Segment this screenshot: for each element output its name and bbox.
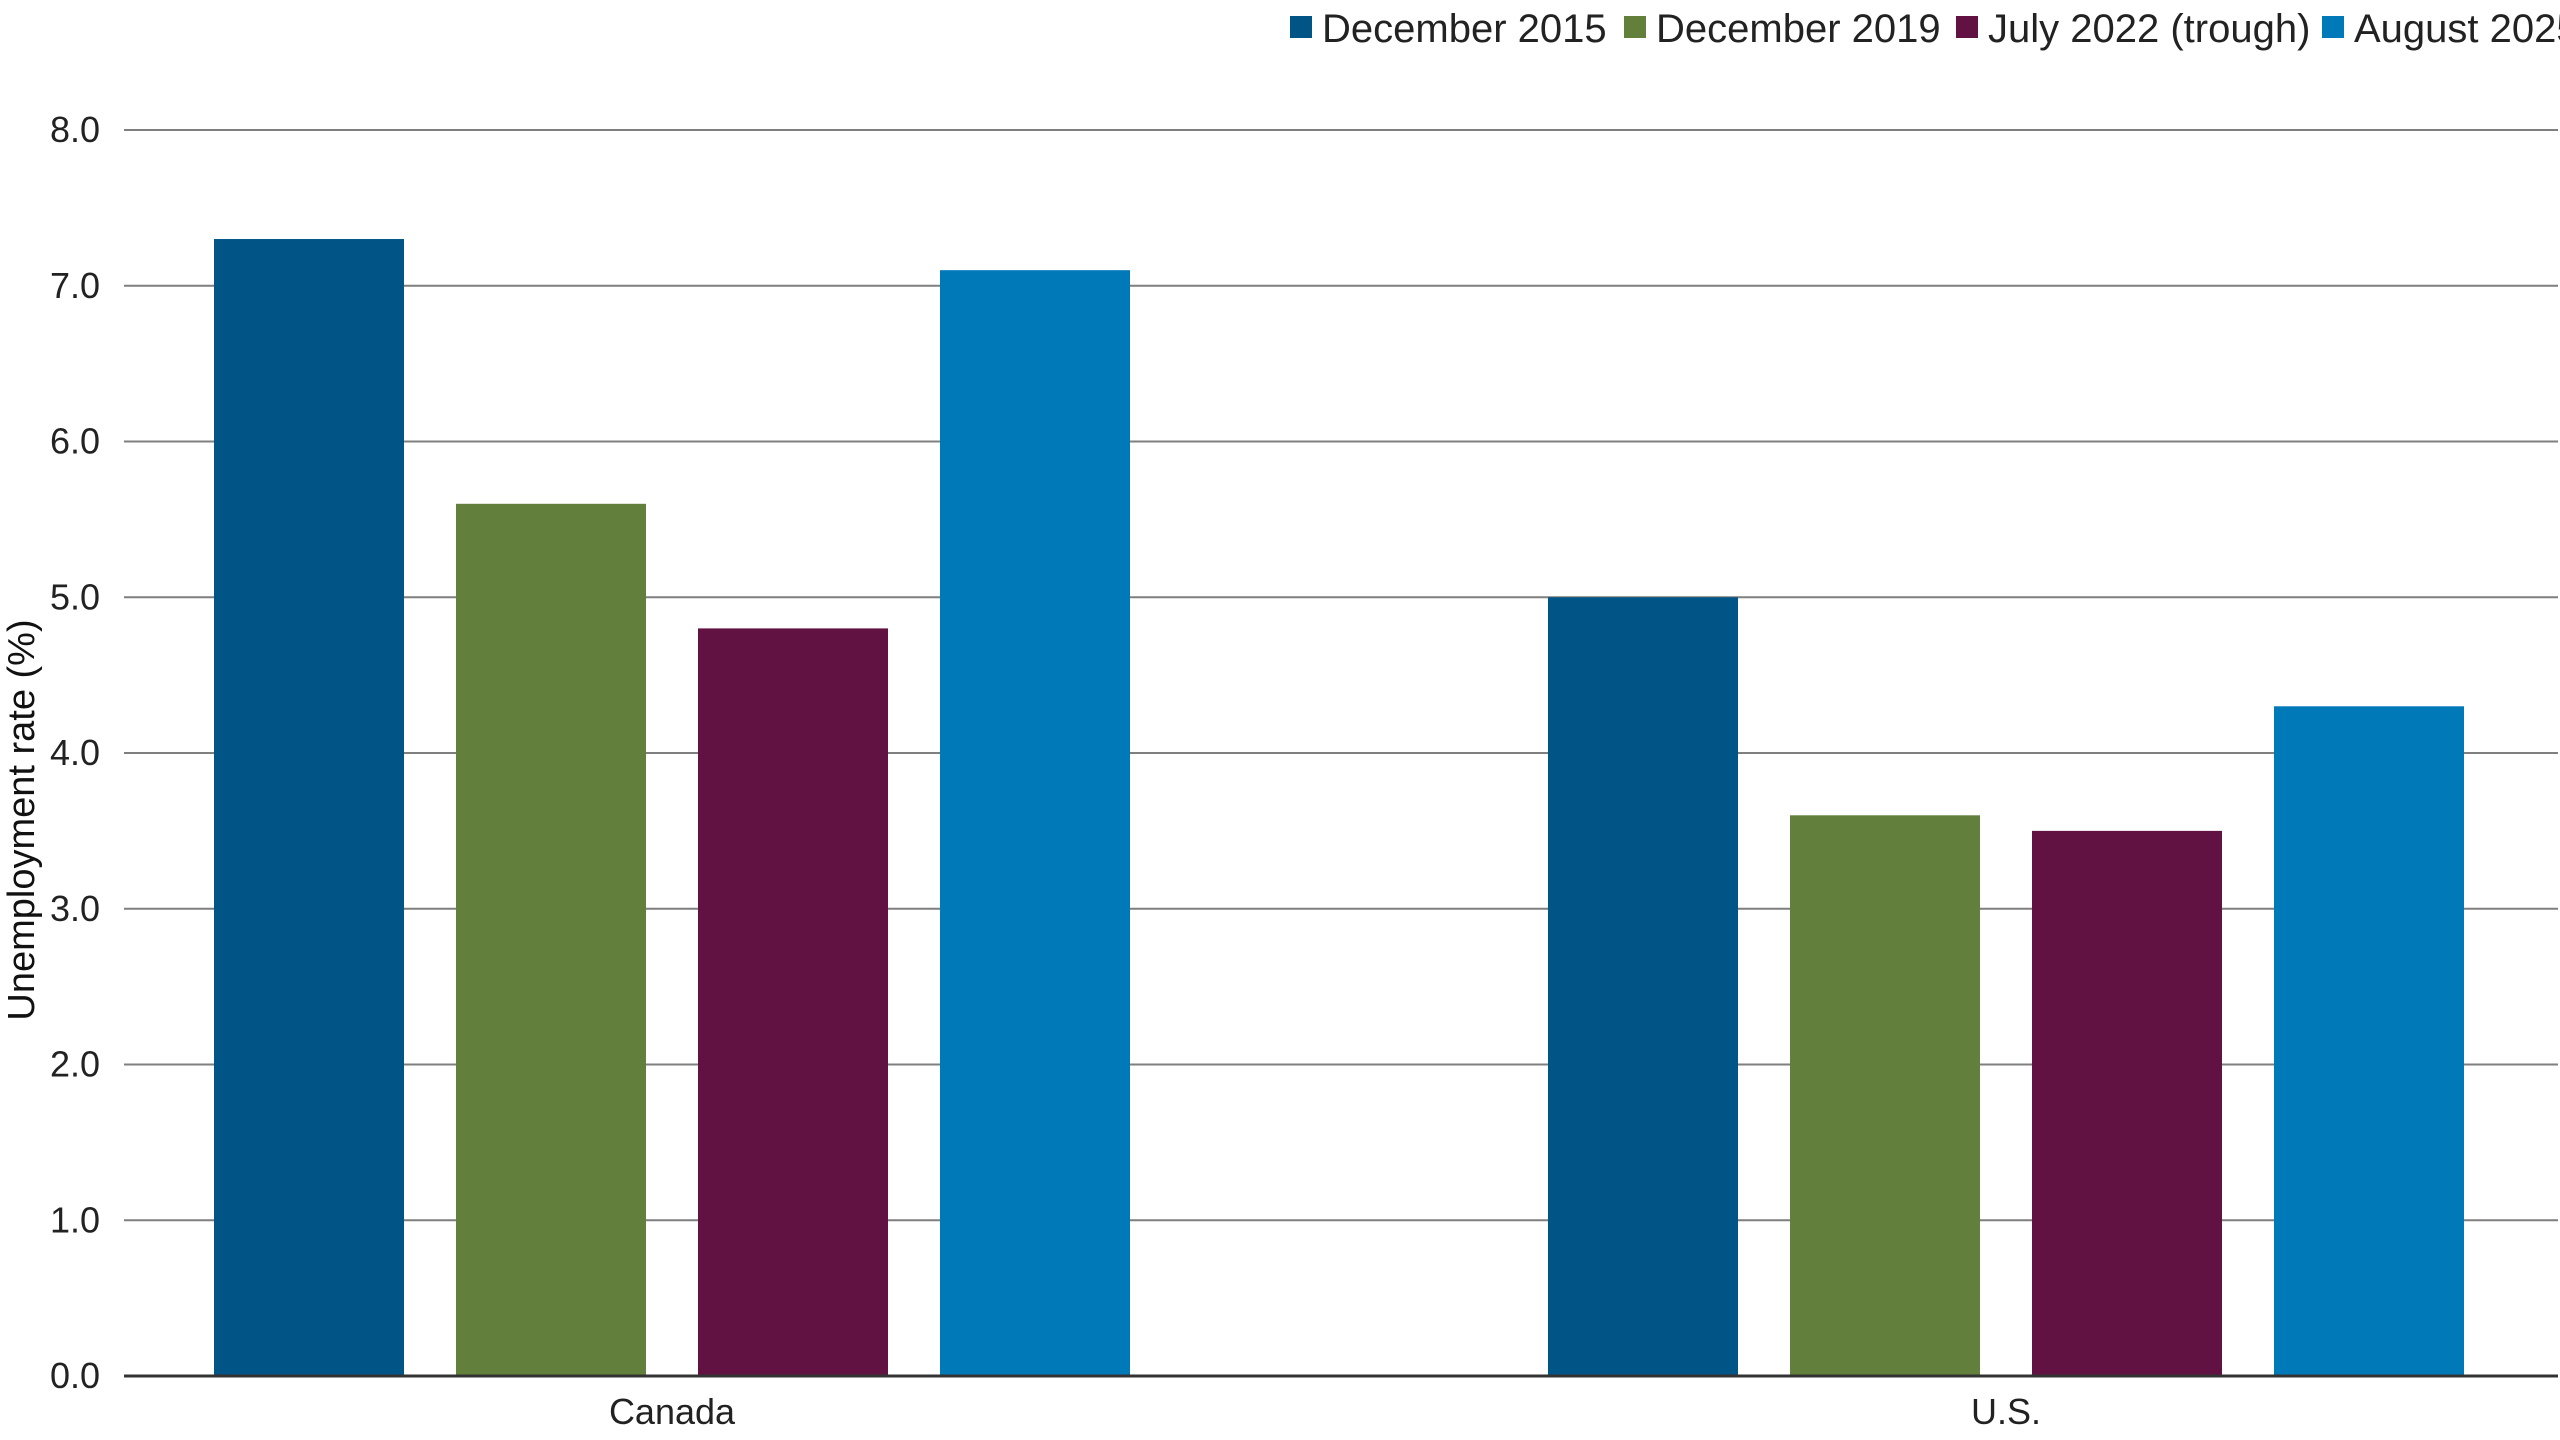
legend-label: July 2022 (trough): [1988, 7, 2310, 51]
bar: [940, 270, 1130, 1376]
legend-swatch: [2322, 16, 2344, 38]
bars: [214, 239, 2464, 1376]
bar: [2032, 830, 2222, 1376]
legend-swatch: [1624, 16, 1646, 38]
y-tick-label: 1.0: [50, 1199, 100, 1240]
legend-swatch: [1290, 16, 1312, 38]
bar: [456, 503, 646, 1376]
y-tick-label: 3.0: [50, 888, 100, 929]
x-tick-labels: Canada U.S.: [609, 1391, 2041, 1432]
legend: December 2015 December 2019 July 2022 (tro…: [1290, 7, 2560, 51]
y-tick-label: 4.0: [50, 732, 100, 773]
bar: [214, 239, 404, 1376]
y-tick-labels: 0.0 1.0 2.0 3.0 4.0 5.0 6.0 7.0 8.0: [50, 109, 100, 1396]
y-tick-label: 7.0: [50, 265, 100, 306]
y-tick-label: 2.0: [50, 1044, 100, 1085]
y-tick-label: 6.0: [50, 421, 100, 462]
legend-swatch: [1956, 16, 1978, 38]
x-tick-label: Canada: [609, 1391, 736, 1432]
bar: [1790, 815, 1980, 1376]
bar: [698, 628, 888, 1376]
x-tick-label: U.S.: [1971, 1391, 2041, 1432]
legend-label: August 2025: [2354, 7, 2560, 51]
legend-label: December 2015: [1322, 7, 1607, 51]
legend-label: December 2019: [1656, 7, 1941, 51]
bar: [1548, 597, 1738, 1376]
y-tick-label: 8.0: [50, 109, 100, 150]
bar: [2274, 706, 2464, 1376]
y-tick-label: 0.0: [50, 1355, 100, 1396]
y-axis-title: Unemployment rate (%): [1, 619, 43, 1020]
y-tick-label: 5.0: [50, 576, 100, 617]
